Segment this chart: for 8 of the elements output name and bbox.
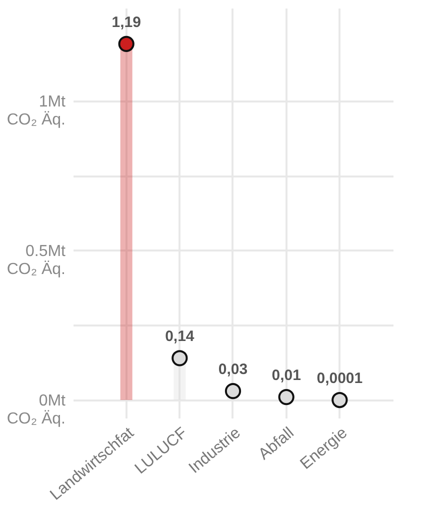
- y-tick-label: 0Mt CO₂ Äq.: [6, 392, 66, 428]
- data-label: 0,0001: [316, 370, 363, 388]
- data-label: 1,19: [112, 14, 141, 31]
- data-label: 0,01: [272, 367, 301, 384]
- y-tick-label: 0.5Mt CO₂ Äq.: [6, 242, 66, 278]
- y-tick-label: 1Mt CO₂ Äq.: [6, 93, 66, 128]
- data-label: 0,03: [218, 361, 248, 378]
- data-label: 0,14: [165, 328, 195, 346]
